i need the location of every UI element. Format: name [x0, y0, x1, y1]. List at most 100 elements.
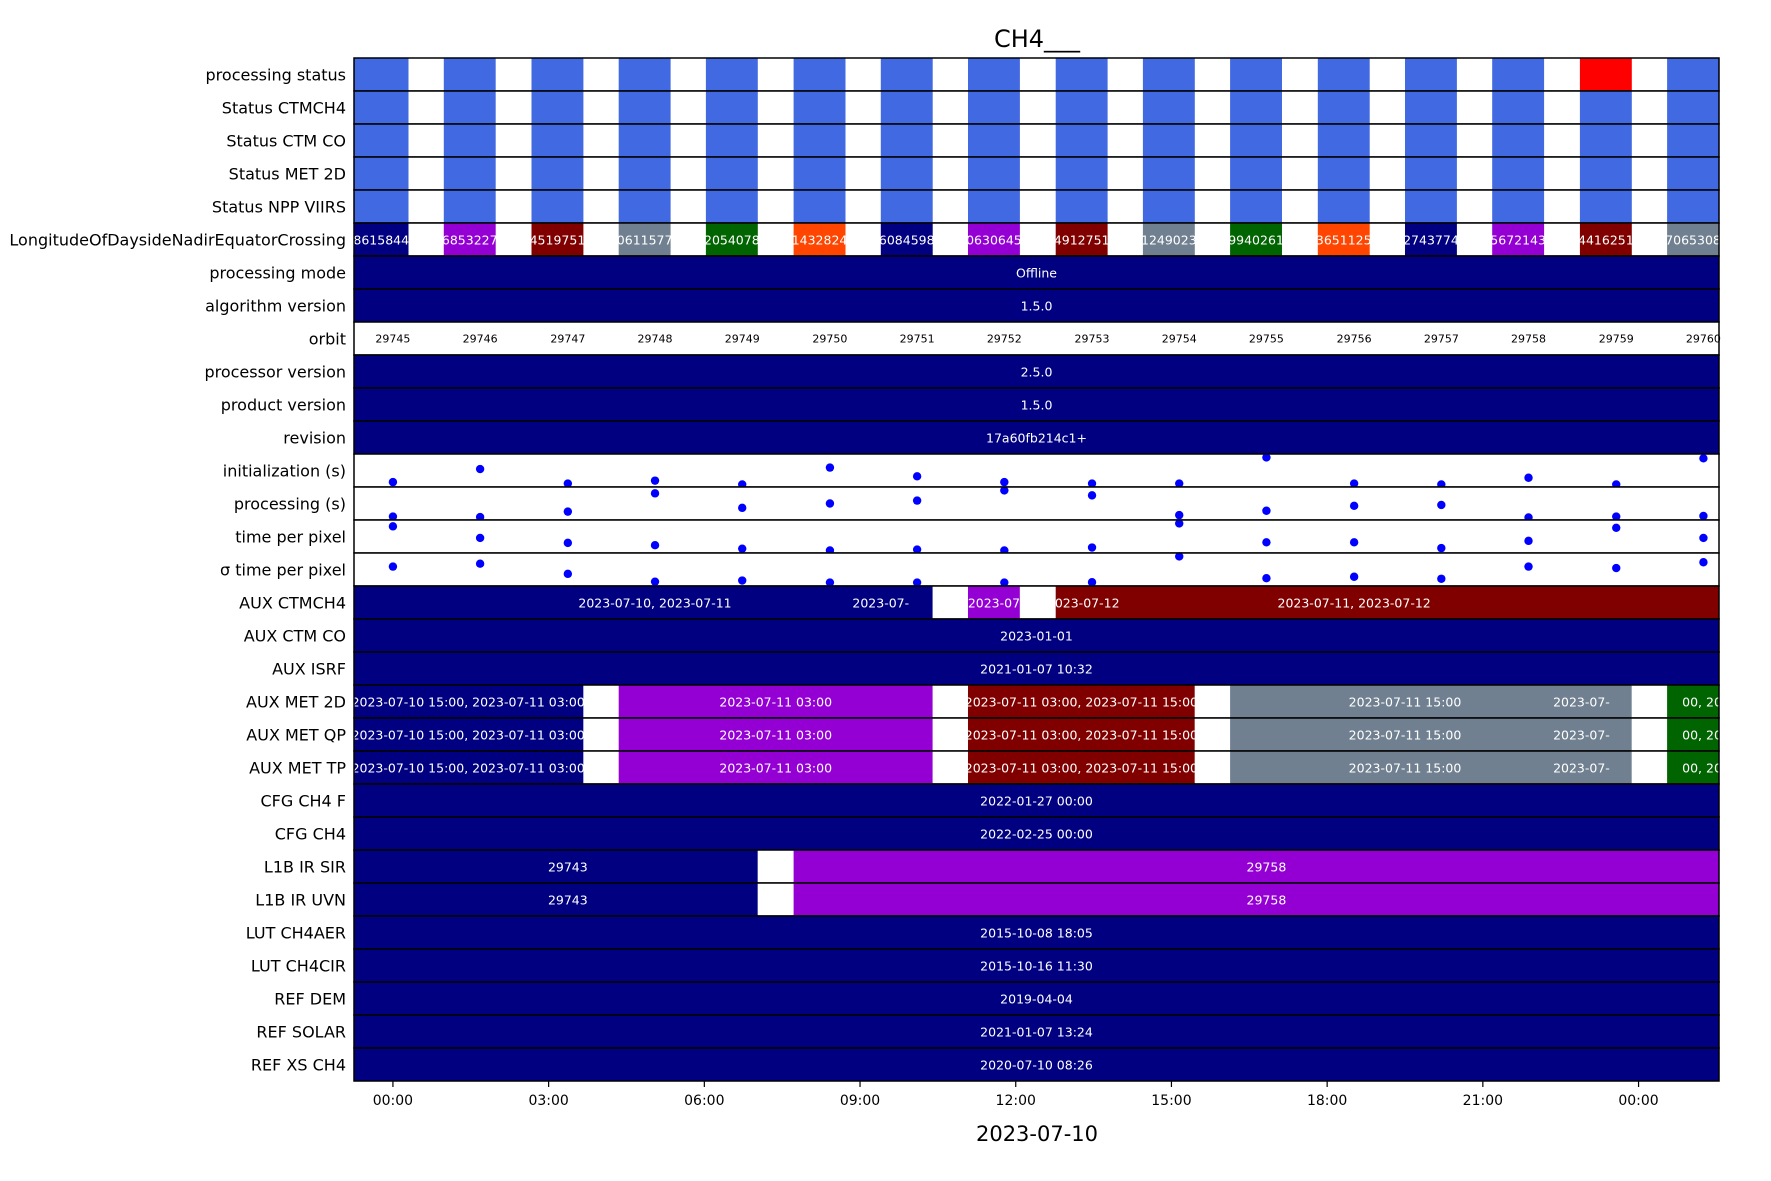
segment-label: 0611577: [617, 233, 673, 248]
x-tick-label: 00:00: [1618, 1093, 1658, 1109]
row-label: CFG CH4: [275, 825, 346, 844]
row-label: orbit: [309, 330, 346, 349]
x-tick-label: 09:00: [840, 1093, 880, 1109]
row-label: REF SOLAR: [256, 1023, 346, 1042]
segment: [531, 91, 584, 124]
orbit-number: 29751: [900, 333, 935, 346]
segment: [1230, 223, 1282, 256]
row-20: 2023-07-10 15:00, 2023-07-11 03:00 2023-0…: [352, 684, 1730, 719]
segment-label: 2015-10-16 11:30: [980, 959, 1093, 974]
segment: [583, 685, 619, 718]
segment: [1579, 91, 1632, 124]
segment: [354, 817, 1719, 850]
segment: [354, 949, 1719, 982]
segment-label: 2023-07-11 03:00: [719, 695, 832, 710]
segment-label: 2023-07-: [1553, 695, 1610, 710]
segment: [354, 883, 758, 916]
segment: [967, 91, 1020, 124]
segment: [1667, 751, 1719, 784]
segment: [354, 784, 1719, 817]
segment: [1667, 58, 1719, 91]
data-point: [1087, 543, 1097, 552]
segment-label: 2023-07-11 15:00: [1349, 695, 1462, 710]
row-label: revision: [283, 429, 346, 448]
segment: [443, 223, 496, 256]
row-8: 1.5.0: [353, 288, 1720, 323]
data-point: [825, 463, 835, 472]
row-label: LongitudeOfDaysideNadirEquatorCrossing: [9, 231, 346, 250]
data-point: [563, 507, 573, 516]
segment-label: 2023-07-12: [1047, 596, 1120, 611]
segment: [354, 586, 933, 619]
data-point: [1175, 510, 1184, 520]
segment: [1142, 91, 1195, 124]
segment-label: 00, 202: [1682, 728, 1730, 743]
segment-label: 29758: [1247, 860, 1287, 875]
segment-label: 4912751: [1054, 233, 1110, 248]
segment-label: 2023-07-: [1553, 728, 1610, 743]
segment: [1230, 685, 1632, 718]
segment: [1404, 190, 1457, 223]
data-point: [912, 496, 922, 505]
segment: [618, 58, 671, 91]
data-point: [475, 464, 485, 474]
data-point: [1262, 574, 1271, 583]
segment: [583, 751, 619, 784]
row-6: 8615844 6853227 4519751 0611577 2054078 14328…: [353, 222, 1721, 257]
data-point: [1699, 558, 1708, 567]
segment-label: 3651125: [1316, 233, 1372, 248]
segment: [967, 586, 1020, 619]
segment: [1404, 91, 1457, 124]
data-point: [1612, 512, 1621, 521]
row-background: [354, 322, 1719, 355]
segment: [354, 850, 758, 883]
segment: [354, 91, 409, 124]
row-label: AUX MET QP: [246, 726, 346, 745]
segment: [531, 157, 584, 190]
data-point: [1699, 533, 1708, 543]
orbit-number: 29748: [638, 333, 673, 346]
x-tick-label: 21:00: [1463, 1093, 1503, 1109]
segment: [1230, 190, 1282, 223]
segment-label: 2021-01-07 10:32: [980, 662, 1093, 677]
row-background: [354, 520, 1719, 553]
row-label: AUX CTM CO: [244, 627, 346, 646]
segment: [618, 124, 671, 157]
data-point: [1437, 574, 1446, 583]
segment: [1492, 91, 1545, 124]
segment-label: 29743: [548, 860, 588, 875]
segment: [354, 58, 409, 91]
row-23: 2022-01-27 00:00: [353, 783, 1720, 818]
segment: [618, 685, 933, 718]
segment: [1579, 58, 1632, 91]
row-label: AUX MET 2D: [246, 693, 346, 712]
segment: [967, 223, 1020, 256]
segment-label: 2022-01-27 00:00: [980, 794, 1093, 809]
segment: [354, 421, 1719, 454]
segment: [880, 91, 933, 124]
row-30: 2021-01-07 13:24: [353, 1014, 1720, 1049]
orbit-number: 29754: [1162, 333, 1197, 346]
segment: [354, 256, 1719, 289]
segment: [967, 190, 1020, 223]
segment: [793, 91, 846, 124]
segment: [793, 190, 846, 223]
data-point: [650, 476, 660, 485]
row-label: AUX MET TP: [249, 759, 346, 778]
row-9: 29745 29746 29747 29748 29749 29750 29751 29752…: [353, 321, 1721, 356]
segment: [1317, 91, 1370, 124]
row-background: [354, 487, 1719, 520]
row-25: 29743 29758: [353, 849, 1720, 884]
row-26: 29743 29758: [353, 882, 1720, 917]
segment-label: 6853227: [442, 233, 498, 248]
segment-label: 6084598: [879, 233, 935, 248]
segment: [793, 157, 846, 190]
segment-label: 00, 202: [1682, 761, 1730, 776]
segment: [967, 157, 1020, 190]
segment: [705, 58, 758, 91]
orbit-number: 29752: [987, 333, 1022, 346]
segment: [1667, 685, 1719, 718]
segment: [1194, 751, 1231, 784]
segment-label: 2023-07-11 15:00: [1349, 761, 1462, 776]
row-12: 17a60fb214c1+: [353, 420, 1720, 455]
